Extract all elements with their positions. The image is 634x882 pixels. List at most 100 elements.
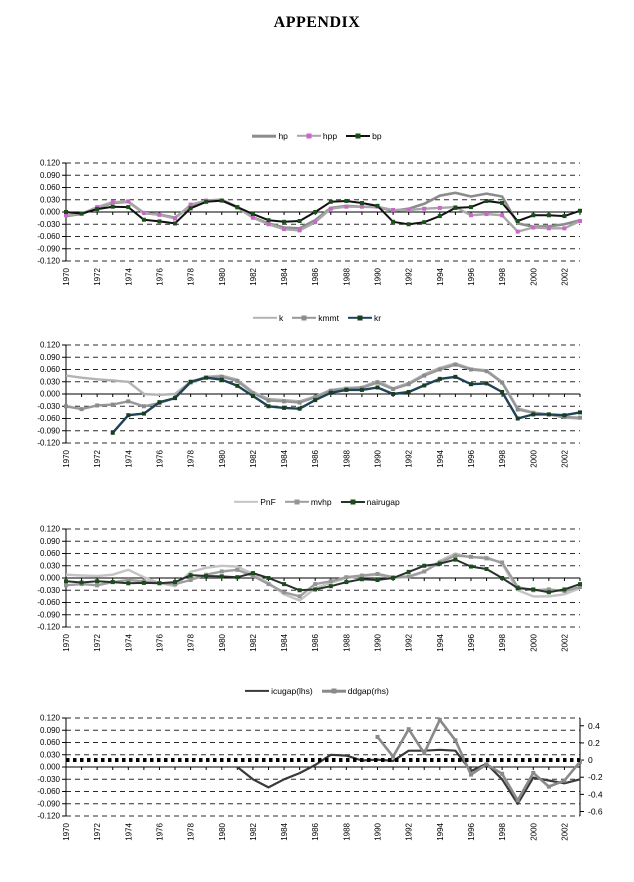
x-tick-label: 1992 <box>405 267 414 285</box>
x-tick-label: 1982 <box>249 822 258 840</box>
y-tick-label: 0.090 <box>40 726 61 735</box>
x-tick-label: 1996 <box>467 633 476 651</box>
series-lines <box>64 552 582 602</box>
legend-item-mvhp: mvhp <box>284 498 332 507</box>
x-tick-label: 1988 <box>342 633 351 651</box>
right-tick-label: 0.2 <box>588 738 600 748</box>
legend-label: hp <box>278 130 288 141</box>
y-tick-label: -0.090 <box>37 799 60 808</box>
y-tick-label: 0.060 <box>40 549 61 558</box>
x-tick-label: 1970 <box>62 633 71 651</box>
y-tick-label: 0.000 <box>40 574 61 583</box>
legend-label: ddgap(rhs) <box>347 685 389 696</box>
legend-line-swatch <box>284 499 309 506</box>
y-tick-label: -0.090 <box>37 610 60 619</box>
series-kr <box>110 374 582 435</box>
x-tick-label: 1990 <box>374 267 383 285</box>
x-tick-label: 1982 <box>249 633 258 651</box>
x-tick-label: 1988 <box>342 449 351 467</box>
y-tick-label: -0.060 <box>37 414 60 423</box>
legend-line-swatch <box>346 133 371 140</box>
y-tick-label: -0.030 <box>37 775 60 784</box>
axis-labels: 0.120 0.090 0.060 0.030 0.000 -0.030 -0.060 -0.… <box>37 341 569 468</box>
x-tick-label: 1986 <box>311 822 320 840</box>
x-tick-label: 1972 <box>93 449 102 467</box>
legend-item-bp: bp <box>346 132 382 141</box>
x-tick-label: 1976 <box>155 449 164 467</box>
chart-k-kmmt-kr: k kmmt kr 0.120 0.090 0.060 0.030 0.000 -0.030 -… <box>0 311 634 485</box>
x-tick-label: 1976 <box>155 822 164 840</box>
y-tick-label: 0.060 <box>40 738 61 747</box>
legend-line-swatch <box>245 688 270 695</box>
y-tick-label: 0.120 <box>40 159 61 168</box>
x-tick-label: 2002 <box>560 633 569 651</box>
x-tick-label: 1988 <box>342 267 351 285</box>
y-tick-label: -0.060 <box>37 232 60 241</box>
x-tick-label: 1984 <box>280 267 289 285</box>
legend-item-kr: kr <box>347 314 381 323</box>
y-tick-label: 0.030 <box>40 561 61 570</box>
x-tick-label: 1974 <box>124 633 133 651</box>
chart-plot: 0.120 0.090 0.060 0.030 0.000 -0.030 -0.060 -0.… <box>37 525 582 652</box>
series-hp <box>65 191 581 230</box>
chart-legend: k kmmt kr <box>0 311 634 325</box>
legend-marker-square <box>331 688 337 694</box>
y-tick-label: -0.090 <box>37 426 60 435</box>
x-tick-label: 1978 <box>187 633 196 651</box>
y-tick-label: 0.030 <box>40 750 61 759</box>
series-hpp <box>64 198 582 234</box>
x-tick-label: 1998 <box>498 633 507 651</box>
legend-item-ddgap(rhs): ddgap(rhs) <box>321 685 389 696</box>
y-tick-label: -0.120 <box>37 812 60 821</box>
right-tick-label: -0.6 <box>588 807 603 817</box>
legend-item-hpp: hpp <box>296 130 338 141</box>
series-nairugap <box>64 557 582 595</box>
x-tick-label: 1970 <box>62 822 71 840</box>
x-tick-label: 1994 <box>436 822 445 840</box>
x-tick-label: 2002 <box>560 822 569 840</box>
y-tick-label: -0.030 <box>37 402 60 411</box>
x-tick-label: 1984 <box>280 822 289 840</box>
y-tick-label: 0.030 <box>40 195 61 204</box>
axes <box>62 528 581 628</box>
axis-labels: 0.120 0.090 0.060 0.030 0.000 -0.030 -0.060 -0.… <box>37 159 569 286</box>
gridlines <box>66 162 580 262</box>
legend-line-swatch <box>347 315 372 322</box>
legend-label: kmmt <box>318 312 339 323</box>
legend-label: hpp <box>322 130 338 141</box>
x-tick-label: 1974 <box>124 822 133 840</box>
x-tick-label: 2002 <box>560 449 569 467</box>
x-tick-label: 1998 <box>498 267 507 285</box>
series-bp <box>64 198 582 227</box>
x-tick-label: 1972 <box>93 633 102 651</box>
right-tick-label: 0.4 <box>588 721 600 731</box>
x-tick-label: 1996 <box>467 449 476 467</box>
x-tick-label: 2000 <box>529 822 538 840</box>
x-tick-label: 1998 <box>498 822 507 840</box>
right-tick-label: 0 <box>588 755 593 765</box>
x-tick-label: 1984 <box>280 449 289 467</box>
y-tick-label: -0.060 <box>37 787 60 796</box>
x-tick-label: 1976 <box>155 267 164 285</box>
x-tick-label: 2000 <box>529 633 538 651</box>
x-tick-label: 1978 <box>187 267 196 285</box>
x-tick-label: 1986 <box>311 633 320 651</box>
x-tick-label: 1986 <box>311 267 320 285</box>
x-tick-label: 1972 <box>93 267 102 285</box>
axes <box>62 162 581 262</box>
y-tick-label: 0.120 <box>40 714 61 723</box>
y-tick-label: 0.090 <box>40 537 61 546</box>
x-tick-label: 1980 <box>218 449 227 467</box>
y-tick-label: 0.120 <box>40 341 61 350</box>
series-lines <box>64 362 582 435</box>
legend-item-k: k <box>252 314 283 323</box>
x-tick-label: 1974 <box>124 449 133 467</box>
chart-pnf-mvhp-nairugap: PnF mvhp nairugap 0.120 0.090 0.060 0.030 0.00… <box>0 495 634 669</box>
x-tick-label: 1990 <box>374 633 383 651</box>
x-tick-label: 1976 <box>155 633 164 651</box>
y-tick-label: 0.000 <box>40 763 61 772</box>
legend-label: nairugap <box>366 496 400 507</box>
gridlines <box>66 717 580 817</box>
x-tick-label: 1990 <box>374 822 383 840</box>
